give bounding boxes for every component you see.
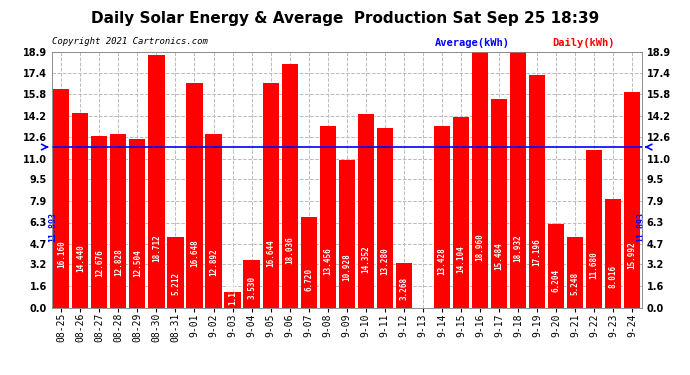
Text: 11.893: 11.893 xyxy=(48,212,57,242)
Text: 14.104: 14.104 xyxy=(456,246,466,273)
Bar xyxy=(186,83,203,308)
Text: 12.892: 12.892 xyxy=(209,249,218,276)
Text: 3.530: 3.530 xyxy=(247,276,256,299)
Bar xyxy=(72,112,88,308)
Text: 18.960: 18.960 xyxy=(475,234,484,261)
Text: 5.248: 5.248 xyxy=(571,272,580,295)
Bar xyxy=(567,237,583,308)
Text: 12.676: 12.676 xyxy=(95,249,103,277)
Bar xyxy=(453,117,469,308)
Text: 18.932: 18.932 xyxy=(513,234,522,261)
Bar xyxy=(129,139,146,308)
Text: Average(kWh): Average(kWh) xyxy=(435,38,510,48)
Text: 3.268: 3.268 xyxy=(400,276,408,300)
Text: 17.196: 17.196 xyxy=(533,238,542,266)
Bar xyxy=(529,75,545,308)
Bar xyxy=(510,52,526,308)
Text: 13.428: 13.428 xyxy=(437,247,446,275)
Text: 13.280: 13.280 xyxy=(380,248,389,275)
Text: Daily Solar Energy & Average  Production Sat Sep 25 18:39: Daily Solar Energy & Average Production … xyxy=(91,11,599,26)
Bar xyxy=(168,237,184,308)
Bar xyxy=(224,292,241,308)
Text: 11.893: 11.893 xyxy=(636,212,645,242)
Text: Copyright 2021 Cartronics.com: Copyright 2021 Cartronics.com xyxy=(52,38,208,46)
Bar xyxy=(53,90,70,308)
Bar xyxy=(301,217,317,308)
Bar xyxy=(624,92,640,308)
Bar xyxy=(244,260,259,308)
Text: Daily(kWh): Daily(kWh) xyxy=(552,38,615,48)
Bar xyxy=(377,128,393,308)
Text: 18.036: 18.036 xyxy=(285,236,294,264)
Text: 6.720: 6.720 xyxy=(304,268,313,291)
Bar xyxy=(91,136,108,308)
Bar xyxy=(396,263,412,308)
Text: 6.204: 6.204 xyxy=(551,269,560,292)
Text: 8.016: 8.016 xyxy=(609,265,618,288)
Text: 1.116: 1.116 xyxy=(228,282,237,305)
Bar xyxy=(282,64,297,308)
Text: 16.160: 16.160 xyxy=(57,240,66,268)
Bar xyxy=(110,134,126,308)
Bar xyxy=(319,126,336,308)
Text: 12.828: 12.828 xyxy=(114,249,123,276)
Text: 14.440: 14.440 xyxy=(76,244,85,272)
Bar xyxy=(434,126,450,308)
Bar xyxy=(586,150,602,308)
Bar xyxy=(472,52,488,308)
Text: 10.928: 10.928 xyxy=(342,253,351,281)
Text: 18.712: 18.712 xyxy=(152,234,161,262)
Bar xyxy=(605,200,621,308)
Text: 13.456: 13.456 xyxy=(323,247,332,275)
Text: 15.992: 15.992 xyxy=(628,241,637,268)
Text: 16.644: 16.644 xyxy=(266,239,275,267)
Bar xyxy=(548,224,564,308)
Bar xyxy=(491,99,507,308)
Text: 16.648: 16.648 xyxy=(190,239,199,267)
Bar xyxy=(357,114,374,308)
Text: 15.484: 15.484 xyxy=(495,242,504,270)
Text: 11.680: 11.680 xyxy=(590,251,599,279)
Text: 5.212: 5.212 xyxy=(171,272,180,295)
Bar xyxy=(339,160,355,308)
Bar xyxy=(262,83,279,308)
Bar xyxy=(148,55,164,308)
Text: 14.352: 14.352 xyxy=(362,245,371,273)
Bar xyxy=(206,134,221,308)
Text: 12.504: 12.504 xyxy=(133,249,142,277)
